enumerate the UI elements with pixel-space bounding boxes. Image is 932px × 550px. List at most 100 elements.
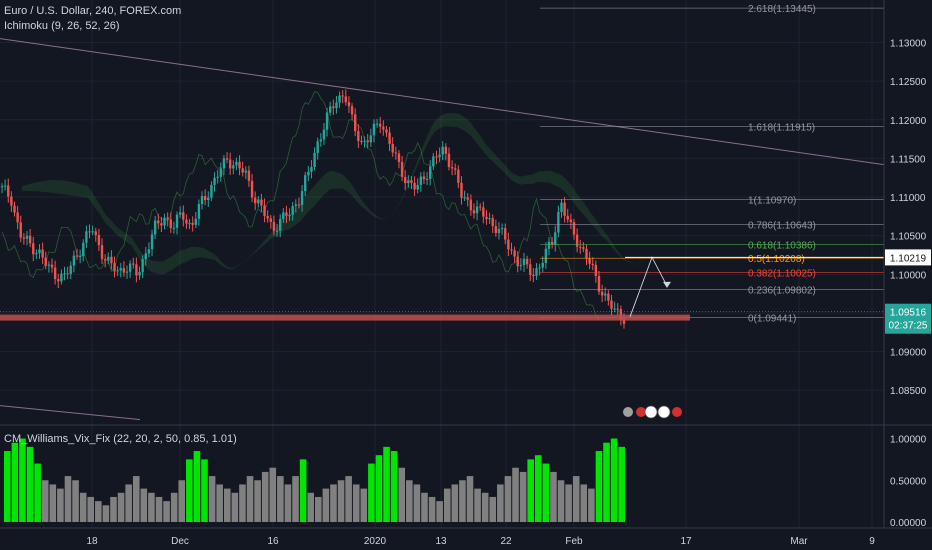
ichimoku-cloud-segment (543, 170, 548, 183)
candle-body (441, 146, 444, 155)
candle-body (238, 161, 241, 169)
candle-body (216, 176, 219, 178)
candle-body (69, 265, 72, 274)
candle-body (247, 170, 251, 181)
ichimoku-cloud-segment (356, 192, 360, 205)
ichimoku-cloud-segment (90, 190, 94, 206)
candle-body (394, 152, 398, 154)
candle-body (94, 231, 97, 236)
candle-body (604, 293, 607, 296)
ichimoku-cloud-segment (340, 173, 344, 190)
ichimoku-cloud-segment (62, 180, 66, 195)
ichimoku-cloud-segment (522, 175, 526, 185)
candle-body (610, 300, 613, 309)
vix-bar (618, 446, 625, 522)
ichimoku-cloud-segment (350, 182, 354, 197)
ichimoku-cloud-segment (447, 113, 451, 127)
candle-body (75, 255, 79, 257)
vix-bar (565, 484, 572, 522)
candle-body (525, 258, 529, 265)
vix-bar (413, 484, 421, 522)
ichimoku-cloud-segment (100, 204, 104, 220)
current-price-tag (885, 303, 931, 334)
ichimoku-cloud-segment (59, 180, 63, 195)
candle-body (160, 223, 163, 226)
candle-body (454, 168, 457, 170)
ichimoku-cloud-segment (325, 171, 329, 194)
candle-body (263, 205, 266, 217)
ichimoku-cloud-segment (572, 186, 576, 205)
vix-bar (527, 459, 534, 522)
vix-bar (216, 484, 223, 522)
ichimoku-cloud-segment (50, 180, 54, 193)
candle-body (172, 227, 176, 229)
vix-bar (163, 501, 170, 522)
candle-body (269, 218, 273, 222)
candle-body (25, 235, 29, 239)
time-tick-label: Dec (171, 536, 189, 547)
candle-body (44, 257, 47, 266)
ichimoku-cloud-segment (331, 170, 335, 189)
candle-body (225, 158, 229, 160)
candle-body (447, 153, 451, 168)
ichimoku-cloud-segment (625, 259, 629, 262)
ichimoku-cloud-segment (115, 225, 119, 237)
flag-icon (636, 407, 646, 417)
ichimoku-cloud-segment (559, 174, 563, 190)
candle-body (91, 231, 94, 233)
time-tick-label: 22 (500, 536, 512, 547)
candle-body (500, 228, 504, 230)
ichimoku-cloud-segment (309, 187, 313, 211)
candle-body (178, 212, 182, 215)
horizontal-line-tag (885, 249, 931, 266)
candle-body (572, 222, 576, 235)
ichimoku-cloud-segment (465, 118, 469, 134)
vix-bar (519, 471, 527, 522)
candle-body (297, 204, 301, 206)
ichimoku-cloud-segment (400, 195, 404, 203)
candle-body (607, 293, 610, 301)
vix-bar (231, 492, 239, 522)
ichimoku-cloud-segment (40, 180, 44, 192)
symbol-title[interactable]: Euro / U.S. Dollar, 240, FOREX.com (4, 5, 182, 17)
ichimoku-cloud-segment (462, 116, 466, 132)
vix-bar (246, 476, 254, 522)
candle-body (379, 123, 382, 127)
ichimoku-cloud-segment (503, 163, 507, 175)
ichimoku-cloud-segment (547, 170, 551, 184)
vix-bar (95, 501, 102, 522)
candle-body (504, 228, 507, 240)
vix-bar (512, 467, 519, 522)
vix-bar (436, 501, 443, 522)
candle-body (207, 197, 210, 201)
candle-body (0, 186, 4, 188)
candle-body (278, 219, 282, 231)
vix-legend[interactable]: CM_Williams_Vix_Fix (22, 20, 2, 50, 0.85… (4, 433, 237, 445)
candle-body (372, 123, 376, 136)
ichimoku-cloud-segment (318, 177, 323, 201)
candle-body (300, 191, 304, 205)
vix-bar (269, 467, 277, 522)
ichimoku-cloud-segment (312, 184, 316, 208)
candle-body (413, 182, 416, 190)
ichimoku-cloud-segment (247, 255, 251, 260)
vix-bar (186, 459, 193, 522)
trend-line-lower (0, 405, 141, 421)
candle-body (307, 171, 310, 176)
candle-body (275, 230, 279, 232)
ichimoku-cloud-segment (593, 216, 598, 231)
fib-level-label: 0.5(1.10208) (748, 254, 805, 265)
vix-bar (603, 442, 610, 522)
vix-bar (550, 471, 557, 522)
ichimoku-cloud-segment (184, 248, 188, 263)
candle-body (53, 267, 57, 280)
vix-bar (79, 492, 87, 522)
ichimoku-cloud-segment (468, 120, 473, 138)
candle-body (410, 180, 413, 183)
ichimoku-cloud-segment (531, 173, 535, 185)
ichimoku-legend[interactable]: Ichimoku (9, 26, 52, 26) (4, 20, 120, 32)
candle-body (175, 214, 179, 228)
candle-body (613, 308, 616, 310)
vix-bar (610, 438, 618, 522)
ichimoku-cloud-segment (434, 118, 438, 132)
